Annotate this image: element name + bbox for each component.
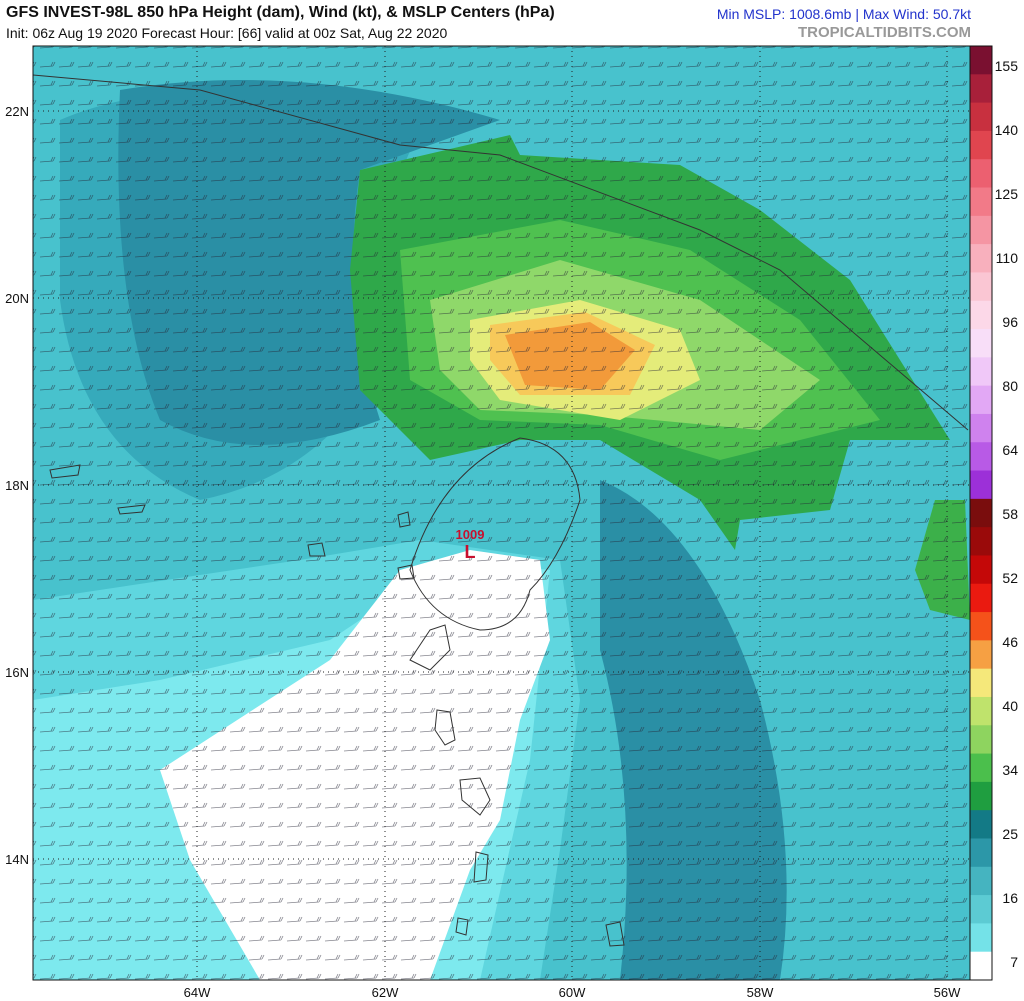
colorbar-cell: [970, 470, 992, 500]
colorbar-cell: [970, 838, 992, 868]
colorbar-cell: [970, 130, 992, 160]
colorbar-cell: [970, 612, 992, 641]
colorbar-cell: [970, 272, 992, 302]
site: TROPICALTIDBITS.COM: [797, 24, 971, 41]
colorbar-cell: [970, 187, 992, 217]
lat-label: 14N: [5, 852, 29, 867]
colorbar-cell: [970, 498, 992, 528]
colorbar-label: 52: [1002, 570, 1018, 586]
colorbar-cell: [970, 583, 992, 613]
colorbar-cell: [970, 442, 992, 472]
field: [33, 46, 970, 980]
colorbar-cell: [970, 244, 992, 273]
colorbar-cell: [970, 895, 992, 924]
subtitle: Init: 06z Aug 19 2020 Forecast Hour: [66…: [6, 25, 448, 41]
colorbar-cell: [970, 329, 992, 358]
lat-label: 16N: [5, 665, 29, 680]
colorbar-cell: [970, 781, 992, 811]
colorbar-cell: [970, 923, 992, 953]
lat-label: 22N: [5, 104, 29, 119]
colorbar-cell: [970, 300, 992, 330]
colorbar-label: 25: [1002, 826, 1018, 842]
colorbar-cell: [970, 555, 992, 585]
colorbar-cell: [970, 527, 992, 556]
lon-label: 56W: [934, 985, 961, 1000]
colorbar-cell: [970, 668, 992, 698]
colorbar-label: 110: [996, 250, 1019, 266]
colorbar-cell: [970, 640, 992, 670]
colorbar-cell: [970, 725, 992, 755]
colorbar-label: 7: [1010, 954, 1018, 970]
colorbar-label: 16: [1002, 890, 1018, 906]
colorbar-label: 125: [995, 186, 1019, 202]
colorbar-cell: [970, 385, 992, 415]
colorbar-cell: [970, 810, 992, 839]
colorbar-cell: [970, 46, 992, 75]
colorbar-cell: [970, 696, 992, 726]
colorbar-frame: [969, 45, 993, 981]
colorbar-cell: [970, 951, 992, 981]
stats: Min MSLP: 1008.6mb | Max Wind: 50.7kt: [716, 6, 971, 22]
lon-label: 60W: [559, 985, 586, 1000]
colorbar-cell: [970, 866, 992, 896]
colorbar-cell: [970, 74, 992, 104]
colorbar-label: 64: [1002, 442, 1018, 458]
title: GFS INVEST-98L 850 hPa Height (dam), Win…: [6, 4, 555, 21]
colorbar-cell: [970, 159, 992, 189]
colorbar-label: 96: [1002, 314, 1018, 330]
low-symbol: L: [465, 542, 476, 562]
colorbar-cell: [970, 102, 992, 132]
colorbar-cell: [970, 357, 992, 387]
colorbar-label: 40: [1002, 698, 1018, 714]
colorbar-label: 46: [1002, 634, 1018, 650]
low-pressure: 1009: [456, 527, 485, 542]
lon-label: 62W: [372, 985, 399, 1000]
colorbar-label: 155: [995, 58, 1019, 74]
colorbar-label: 140: [995, 122, 1019, 138]
lon-label: 58W: [747, 985, 774, 1000]
colorbar-cell: [970, 753, 992, 783]
lat-label: 20N: [5, 291, 29, 306]
colorbar-cell: [970, 413, 992, 443]
lon-label: 64W: [184, 985, 211, 1000]
lat-label: 18N: [5, 478, 29, 493]
colorbar-label: 80: [1002, 378, 1018, 394]
colorbar-cell: [970, 215, 992, 245]
colorbar-label: 34: [1002, 762, 1018, 778]
colorbar-label: 58: [1002, 506, 1018, 522]
